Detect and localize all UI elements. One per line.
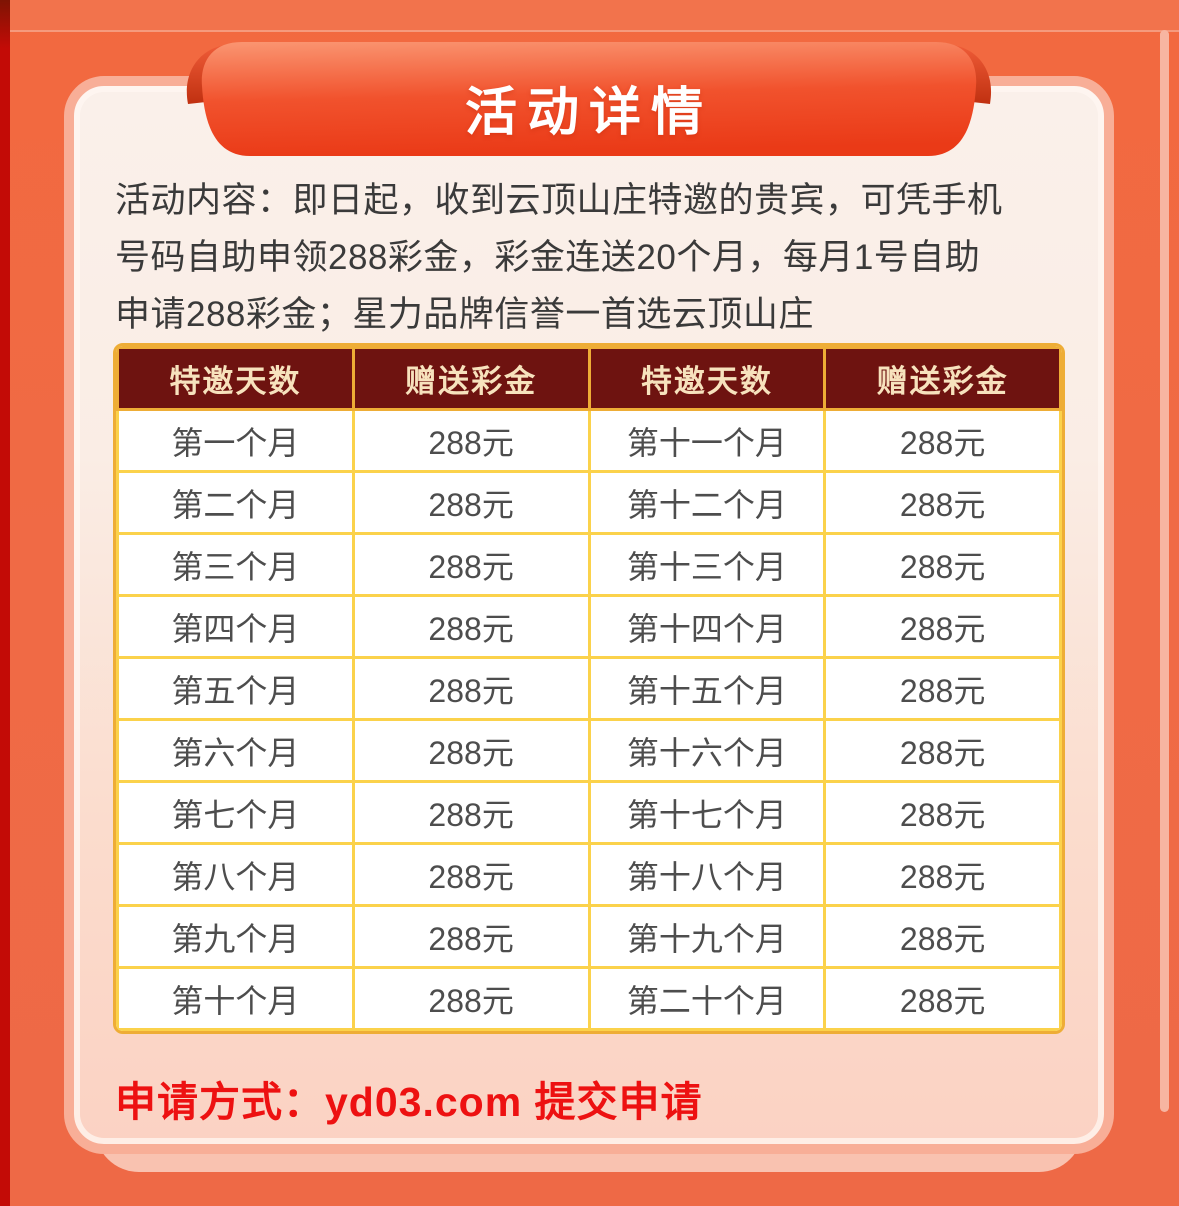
month-cell: 第十三个月 (587, 532, 827, 597)
table-row: 第一个月 288元 第十一个月 288元 (116, 408, 1062, 473)
bonus-cell: 288元 (351, 594, 591, 659)
ribbon-banner: 活动详情 (178, 26, 1000, 168)
table-row: 第五个月 288元 第十五个月 288元 (116, 656, 1062, 721)
activity-description: 活动内容：即日起，收到云顶山庄特邀的贵宾，可凭手机 号码自助申领288彩金，彩金连… (115, 172, 1075, 343)
month-cell: 第十七个月 (587, 780, 827, 845)
month-cell: 第一个月 (116, 408, 355, 473)
month-cell: 第十一个月 (587, 408, 827, 473)
table-row: 第十个月 288元 第二十个月 288元 (116, 966, 1062, 1031)
month-cell: 第六个月 (116, 718, 355, 783)
bonus-cell: 288元 (823, 470, 1062, 535)
top-sheen-band (0, 0, 1179, 32)
month-cell: 第十六个月 (587, 718, 827, 783)
right-pink-stripe (1160, 30, 1169, 1112)
bonus-cell: 288元 (823, 780, 1062, 845)
description-line: 号码自助申领288彩金，彩金连送20个月，每月1号自助 (115, 238, 981, 277)
table-row: 第四个月 288元 第十四个月 288元 (116, 594, 1062, 659)
bonus-cell: 288元 (351, 966, 591, 1031)
column-header: 赠送彩金 (823, 346, 1062, 411)
bonus-table-body: 第一个月 288元 第十一个月 288元 第二个月 288元 第十二个月 288元 第三个月 28… (116, 408, 1062, 1031)
bonus-table-head: 特邀天数 赠送彩金 特邀天数 赠送彩金 (116, 346, 1062, 411)
month-cell: 第七个月 (116, 780, 355, 845)
table-row: 第九个月 288元 第十九个月 288元 (116, 904, 1062, 969)
left-red-strip (0, 0, 10, 1206)
bonus-cell: 288元 (351, 532, 591, 597)
bonus-cell: 288元 (351, 718, 591, 783)
month-cell: 第十八个月 (587, 842, 827, 907)
month-cell: 第二十个月 (587, 966, 827, 1031)
table-row: 第八个月 288元 第十八个月 288元 (116, 842, 1062, 907)
table-row: 第七个月 288元 第十七个月 288元 (116, 780, 1062, 845)
month-cell: 第四个月 (116, 594, 355, 659)
month-cell: 第二个月 (116, 470, 355, 535)
description-line: 申请288彩金；星力品牌信誉一首选云顶山庄 (115, 295, 814, 334)
bonus-cell: 288元 (351, 656, 591, 721)
bonus-cell: 288元 (823, 594, 1062, 659)
table-row: 第六个月 288元 第十六个月 288元 (116, 718, 1062, 783)
month-cell: 第十二个月 (587, 470, 827, 535)
table-row: 第三个月 288元 第十三个月 288元 (116, 532, 1062, 597)
month-cell: 第八个月 (116, 842, 355, 907)
bonus-cell: 288元 (351, 780, 591, 845)
bonus-cell: 288元 (823, 532, 1062, 597)
bonus-cell: 288元 (823, 966, 1062, 1031)
bonus-cell: 288元 (351, 904, 591, 969)
bonus-table: 特邀天数 赠送彩金 特邀天数 赠送彩金 第一个月 288元 第十一个月 288元 第二个月 28… (116, 346, 1062, 1031)
bonus-cell: 288元 (823, 408, 1062, 473)
description-line: 活动内容：即日起，收到云顶山庄特邀的贵宾，可凭手机 (115, 181, 1003, 220)
month-cell: 第十九个月 (587, 904, 827, 969)
month-cell: 第十个月 (116, 966, 355, 1031)
month-cell: 第十四个月 (587, 594, 827, 659)
apply-method-text: 申请方式：yd03.com 提交申请 (115, 1079, 703, 1125)
banner-title: 活动详情 (464, 84, 713, 142)
ribbon-graphic (186, 42, 992, 156)
column-header: 特邀天数 (116, 346, 355, 411)
bonus-cell: 288元 (823, 656, 1062, 721)
month-cell: 第五个月 (116, 656, 355, 721)
bonus-cell: 288元 (823, 904, 1062, 969)
bonus-cell: 288元 (823, 842, 1062, 907)
header-row: 特邀天数 赠送彩金 特邀天数 赠送彩金 (116, 346, 1062, 411)
bonus-cell: 288元 (351, 470, 591, 535)
column-header: 赠送彩金 (351, 346, 591, 411)
month-cell: 第九个月 (116, 904, 355, 969)
column-header: 特邀天数 (587, 346, 827, 411)
bonus-table-wrap: 特邀天数 赠送彩金 特邀天数 赠送彩金 第一个月 288元 第十一个月 288元 第二个月 28… (113, 343, 1065, 1034)
month-cell: 第三个月 (116, 532, 355, 597)
table-row: 第二个月 288元 第十二个月 288元 (116, 470, 1062, 535)
bonus-cell: 288元 (351, 842, 591, 907)
bonus-cell: 288元 (351, 408, 591, 473)
month-cell: 第十五个月 (587, 656, 827, 721)
bonus-cell: 288元 (823, 718, 1062, 783)
